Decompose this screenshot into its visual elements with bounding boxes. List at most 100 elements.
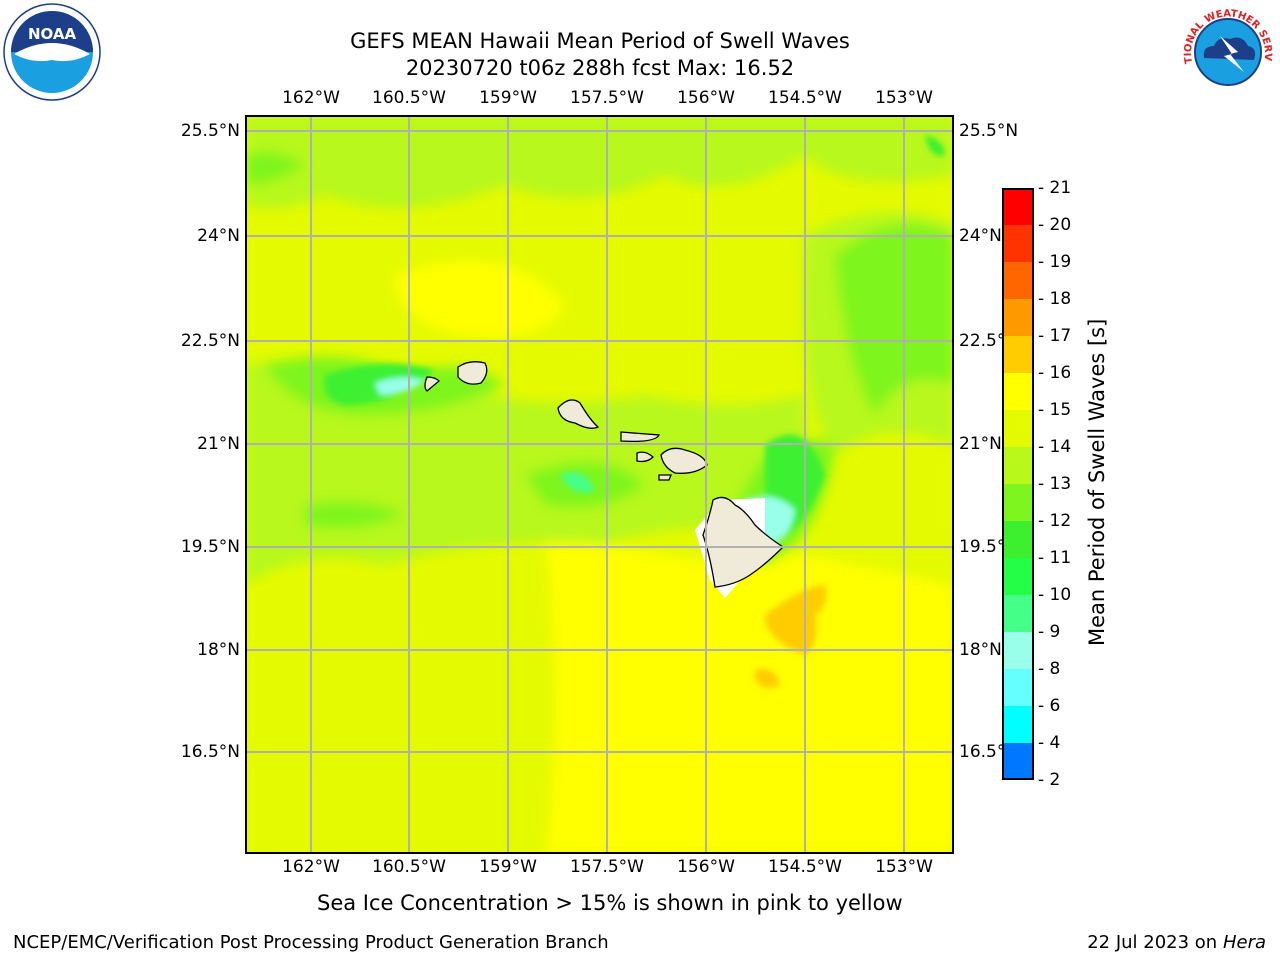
colorbar-swatch — [1002, 225, 1034, 263]
lat-label-right: 25.5°N — [959, 121, 1019, 141]
map-border — [245, 115, 954, 854]
lat-label-left: 24°N — [197, 226, 240, 246]
lon-label-top: 159°W — [479, 88, 537, 108]
footer-date-text: 22 Jul 2023 on — [1087, 932, 1223, 953]
colorbar-swatch — [1002, 743, 1034, 781]
lat-label-left: 19.5°N — [180, 537, 240, 557]
island-kahoolawe — [658, 474, 672, 481]
colorbar-swatch — [1002, 373, 1034, 411]
colorbar-swatch — [1002, 484, 1034, 522]
island-kauai — [457, 361, 488, 385]
colorbar-border — [1002, 188, 1034, 780]
colorbar-swatches — [1002, 188, 1034, 781]
colorbar-tick-label: - 2 — [1038, 770, 1061, 790]
lon-label-bottom: 159°W — [479, 857, 537, 877]
colorbar-swatch — [1002, 410, 1034, 448]
contour-15-16s-north — [395, 260, 565, 337]
colorbar-tick-label: - 9 — [1038, 622, 1061, 642]
lon-label-top: 160.5°W — [372, 88, 446, 108]
lon-label-bottom: 154.5°W — [768, 857, 842, 877]
island-hawaii — [702, 496, 785, 588]
colorbar-tick-label: - 4 — [1038, 733, 1061, 753]
contour-16-17s-small — [755, 669, 780, 689]
colorbar-swatch — [1002, 262, 1034, 300]
noaa-logo-text: NOAA — [28, 25, 77, 43]
colorbar-swatch — [1002, 188, 1034, 226]
lon-label-top: 154.5°W — [768, 88, 842, 108]
lon-label-bottom: 160.5°W — [372, 857, 446, 877]
island-oahu — [557, 399, 600, 429]
contour-12-13s-west — [305, 501, 405, 529]
colorbar-swatch — [1002, 447, 1034, 485]
lon-label-top: 156°W — [677, 88, 735, 108]
colorbar-label: Mean Period of Swell Waves [s] — [1085, 318, 1109, 646]
lat-label-left: 25.5°N — [180, 121, 240, 141]
colorbar — [1002, 188, 1034, 781]
lon-label-bottom: 157.5°W — [570, 857, 644, 877]
lon-label-bottom: 162°W — [282, 857, 340, 877]
lat-label-right: 18°N — [959, 640, 1002, 660]
colorbar-tick-label: - 13 — [1038, 474, 1072, 494]
colorbar-tick-label: - 20 — [1038, 215, 1072, 235]
contour-10-11s — [560, 472, 595, 493]
island-niihau — [424, 376, 440, 392]
contour-12-13s-nw — [245, 151, 305, 185]
colorbar-tick-label: - 11 — [1038, 548, 1072, 568]
colorbar-tick-label: - 8 — [1038, 659, 1061, 679]
lat-label-left: 22.5°N — [180, 331, 240, 351]
footer-date: 22 Jul 2023 on Hera — [1087, 932, 1266, 953]
colorbar-swatch — [1002, 336, 1034, 374]
lat-label-left: 18°N — [197, 640, 240, 660]
colorbar-tick-label: - 16 — [1038, 363, 1072, 383]
contour-11-12s-ne — [925, 135, 945, 156]
contour-16-17s-south — [765, 585, 827, 655]
chart-title-line1: GEFS MEAN Hawaii Mean Period of Swell Wa… — [350, 29, 850, 53]
colorbar-swatch — [1002, 706, 1034, 744]
chart-title-line2: 20230720 t06z 288h fcst Max: 16.52 — [405, 56, 795, 80]
lon-label-top: 157.5°W — [570, 88, 644, 108]
lat-label-left: 16.5°N — [180, 742, 240, 762]
lat-label-right: 22.5°N — [959, 331, 1007, 351]
lat-label-right: 21°N — [959, 434, 1002, 454]
lon-label-bottom: 153°W — [875, 857, 933, 877]
colorbar-tick-label: - 12 — [1038, 511, 1072, 531]
lat-label-right: 24°N — [959, 226, 1002, 246]
colorbar-tick-label: - 6 — [1038, 696, 1061, 716]
lat-label-left: 21°N — [197, 434, 240, 454]
colorbar-ticks: - 21 - 20 - 19 - 18 - 17 - 16 - 15 - 14 - 13 - 12… — [1038, 178, 1078, 790]
colorbar-swatch — [1002, 521, 1034, 559]
map-panel[interactable] — [245, 115, 954, 854]
contour-13-14s-north — [245, 115, 954, 209]
footer-host: Hera — [1222, 932, 1266, 953]
lat-label-right: 16.5°N — [959, 742, 1007, 762]
island-lanai — [636, 451, 654, 463]
colorbar-swatch — [1002, 558, 1034, 596]
colorbar-swatch — [1002, 669, 1034, 707]
colorbar-tick-label: - 18 — [1038, 289, 1072, 309]
colorbar-swatch — [1002, 632, 1034, 670]
colorbar-tick-label: - 19 — [1038, 252, 1072, 272]
lat-label-right: 19.5°N — [959, 537, 1007, 557]
nws-logo: NATIONAL WEATHER SERVICE — [1174, 0, 1278, 102]
colorbar-swatch — [1002, 299, 1034, 337]
lat-lon-grid — [245, 115, 954, 854]
colorbar-tick-label: - 21 — [1038, 178, 1072, 198]
contour-15-16s — [545, 535, 954, 854]
lon-label-top: 153°W — [875, 88, 933, 108]
swell-period-map — [245, 115, 954, 854]
colorbar-tick-label: - 15 — [1038, 400, 1072, 420]
colorbar-swatch — [1002, 595, 1034, 633]
lon-label-bottom: 156°W — [677, 857, 735, 877]
island-molokai — [620, 431, 661, 443]
colorbar-tick-label: - 14 — [1038, 437, 1072, 457]
contour-12-13s-east — [835, 223, 954, 415]
colorbar-tick-label: - 10 — [1038, 585, 1072, 605]
noaa-logo: NOAA — [2, 2, 102, 102]
lon-label-top: 162°W — [282, 88, 340, 108]
islands — [424, 361, 785, 588]
contour-9-10s-kauai — [375, 377, 425, 395]
sea-ice-note: Sea Ice Concentration > 15% is shown in … — [317, 891, 903, 915]
contour-13-14s-mid — [245, 358, 805, 585]
colorbar-tick-label: - 17 — [1038, 326, 1072, 346]
footer-credit: NCEP/EMC/Verification Post Processing Pr… — [13, 932, 609, 953]
